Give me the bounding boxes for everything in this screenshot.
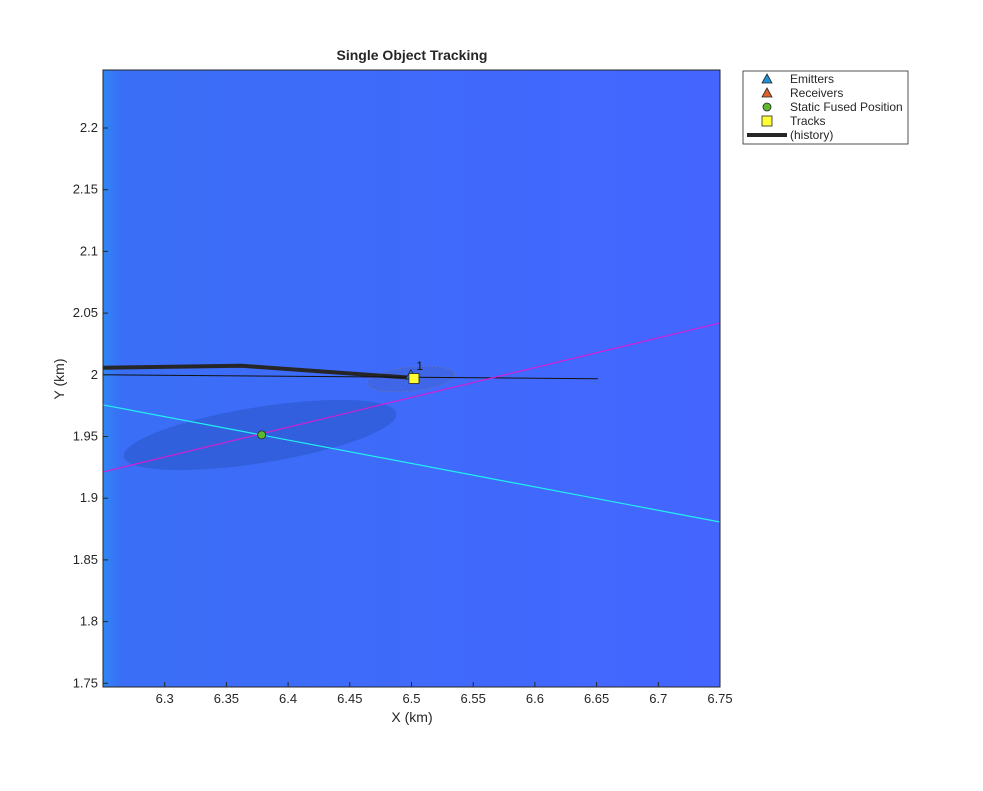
y-tick-label: 2.2 [80, 120, 98, 135]
x-tick-label: 6.35 [214, 691, 239, 706]
y-axis-label: Y (km) [51, 359, 67, 400]
square-marker [761, 115, 773, 127]
y-tick-label: 2.05 [73, 305, 98, 320]
x-tick-label: 6.75 [707, 691, 732, 706]
y-tick-label: 1.8 [80, 614, 98, 629]
series-line [102, 404, 721, 523]
x-tick-label: 6.4 [279, 691, 297, 706]
x-tick-label: 6.55 [461, 691, 486, 706]
legend-label: Static Fused Position [790, 100, 903, 114]
x-tick-label: 6.6 [526, 691, 544, 706]
legend-label: Receivers [790, 86, 843, 100]
series-line [102, 322, 721, 473]
series-line [102, 363, 412, 380]
x-tick-label: 6.3 [156, 691, 174, 706]
square-marker [408, 373, 420, 384]
x-tick-label: 6.45 [337, 691, 362, 706]
triangle-marker [761, 87, 773, 98]
legend-label: (history) [790, 128, 833, 142]
legend-label: Tracks [790, 114, 826, 128]
y-tick-label: 1.85 [73, 552, 98, 567]
triangle-marker [761, 73, 773, 84]
x-tick-label: 6.5 [402, 691, 420, 706]
y-tick-label: 2.1 [80, 243, 98, 258]
chart-title: Single Object Tracking [337, 47, 488, 63]
circle-marker [257, 430, 267, 440]
y-tick-label: 2.15 [73, 182, 98, 197]
x-axis-label: X (km) [391, 709, 432, 725]
legend-label: Emitters [790, 72, 834, 86]
marks [102, 322, 721, 523]
y-tick-label: 2 [91, 367, 98, 382]
y-tick-label: 1.95 [73, 428, 98, 443]
x-tick-label: 6.7 [649, 691, 667, 706]
y-tick-label: 1.9 [80, 490, 98, 505]
x-tick-label: 6.65 [584, 691, 609, 706]
series-line [102, 374, 598, 380]
y-tick-label: 1.75 [73, 675, 98, 690]
circle-marker [762, 102, 772, 112]
annotation: 1 [416, 359, 423, 373]
